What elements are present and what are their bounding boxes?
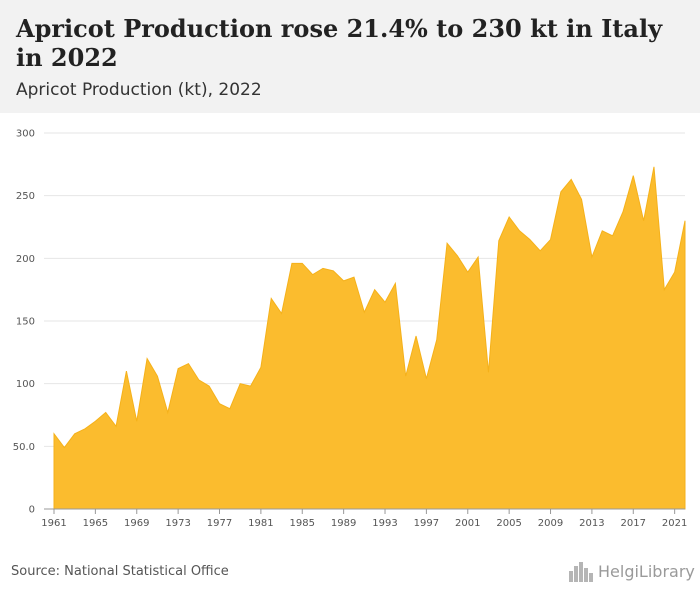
y-tick-label: 50.0: [13, 442, 35, 453]
chart-subtitle: Apricot Production (kt), 2022: [16, 80, 262, 100]
x-tick-label: 2013: [579, 518, 604, 529]
x-tick-label: 1985: [290, 518, 315, 529]
production-area: [53, 166, 686, 510]
x-axis: 1961 1965 1969 1973 1977 1981 1985 1989 1993 1997…: [41, 509, 687, 529]
x-tick-label: 1989: [331, 518, 356, 529]
helgi-library-logo: HelgiLibrary: [568, 560, 695, 584]
x-tick-label: 1965: [83, 518, 108, 529]
x-tick-label: 2009: [538, 518, 563, 529]
y-tick-label: 150: [16, 317, 35, 328]
x-tick-label: 2021: [662, 518, 687, 529]
x-tick-label: 1973: [165, 518, 190, 529]
chart-header: Apricot Production rose 21.4% to 230 kt …: [0, 0, 700, 113]
logo-text: HelgiLibrary: [598, 562, 695, 581]
x-tick-label: 1997: [414, 518, 439, 529]
x-tick-label: 1977: [207, 518, 232, 529]
source-note: Source: National Statistical Office: [11, 564, 229, 579]
x-tick-label: 1969: [124, 518, 149, 529]
y-tick-label: 300: [16, 129, 35, 140]
buildings-icon: [569, 562, 593, 582]
x-tick-label: 1993: [372, 518, 397, 529]
y-tick-label: 0: [29, 505, 35, 516]
y-tick-label: 100: [16, 379, 35, 390]
x-tick-label: 2005: [496, 518, 521, 529]
y-tick-label: 200: [16, 254, 35, 265]
x-tick-label: 2017: [621, 518, 646, 529]
x-tick-label: 2001: [455, 518, 480, 529]
area-chart: 0 50.0 100 150 200 250 300 1961 1965 1969 1973 197…: [13, 129, 688, 530]
chart-title: Apricot Production rose 21.4% to 230 kt …: [16, 14, 663, 72]
y-axis: 0 50.0 100 150 200 250 300: [13, 129, 35, 516]
x-tick-label: 1981: [248, 518, 273, 529]
y-tick-label: 250: [16, 191, 35, 202]
x-tick-label: 1961: [41, 518, 66, 529]
